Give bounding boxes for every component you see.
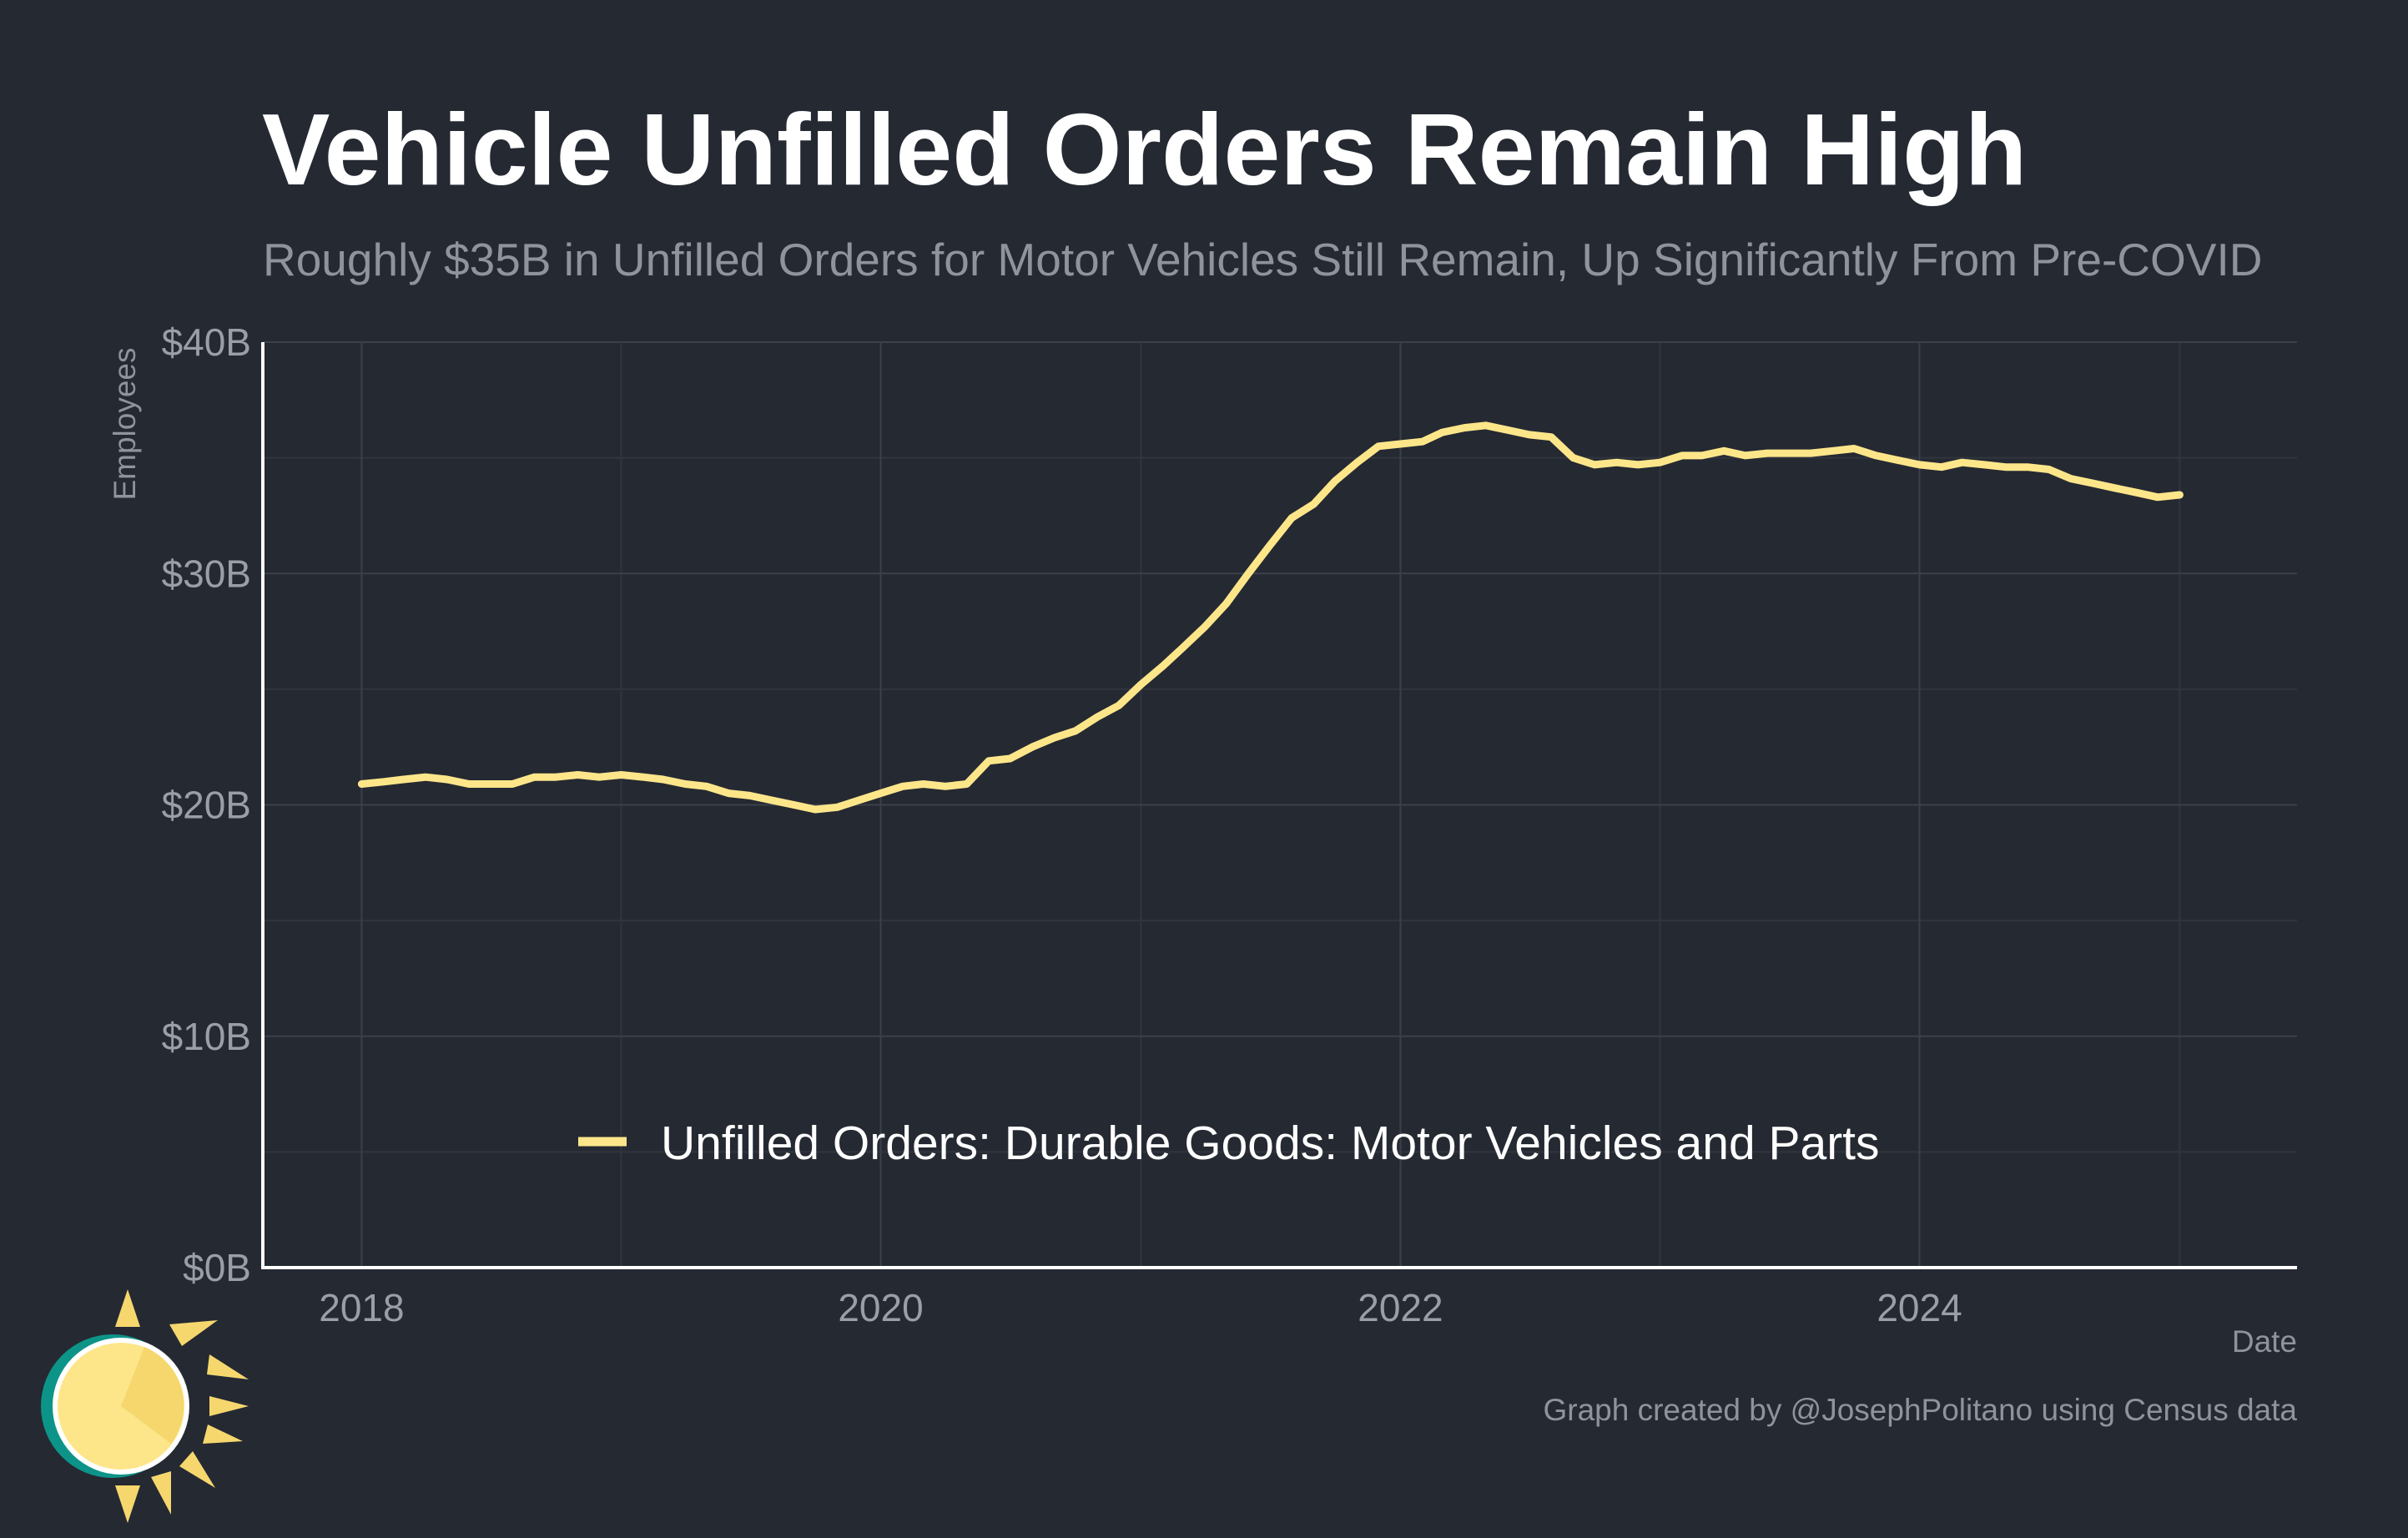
- y-axis-label: Employees: [108, 347, 142, 500]
- grid: [263, 341, 2297, 1268]
- clock-wedge-icon: [121, 1347, 184, 1444]
- series-line: [357, 421, 2184, 814]
- sun-ray-icon: [203, 1425, 243, 1444]
- sun-ray-icon: [151, 1471, 171, 1515]
- chart-title: Vehicle Unfilled Orders Remain High: [262, 93, 2027, 206]
- y-tick-label: $30B: [162, 552, 251, 595]
- legend-label: Unfilled Orders: Durable Goods: Motor Ve…: [661, 1117, 1880, 1170]
- y-tick-label: $10B: [162, 1015, 251, 1058]
- x-axis-ticks: 2018 2020 2022 2024: [319, 1286, 1962, 1329]
- credit-text: Graph created by @JosephPolitano using C…: [1543, 1393, 2297, 1427]
- sun-ray-icon: [115, 1485, 140, 1523]
- y-tick-label: $40B: [162, 320, 251, 364]
- y-tick-label: $0B: [183, 1246, 251, 1289]
- axes: [261, 342, 2297, 1269]
- legend: Unfilled Orders: Durable Goods: Motor Ve…: [578, 1117, 1880, 1170]
- x-axis-label: Date: [2232, 1324, 2297, 1359]
- sun-ray-icon: [169, 1320, 218, 1346]
- sun-clock-logo: [41, 1289, 249, 1523]
- sun-ray-icon: [207, 1354, 249, 1379]
- x-tick-label: 2022: [1358, 1286, 1443, 1329]
- y-tick-label: $20B: [162, 784, 251, 827]
- x-tick-label: 2018: [319, 1286, 404, 1329]
- chart-subtitle: Roughly $35B in Unfilled Orders for Moto…: [263, 234, 2262, 285]
- series-layer: [357, 421, 2184, 814]
- x-tick-label: 2024: [1877, 1286, 1962, 1329]
- x-tick-label: 2020: [838, 1286, 923, 1329]
- sun-ray-icon: [115, 1289, 140, 1327]
- y-axis-ticks: $0B $10B $20B $30B $40B: [162, 320, 251, 1289]
- sun-ray-icon: [209, 1396, 249, 1416]
- sun-ray-icon: [179, 1451, 215, 1488]
